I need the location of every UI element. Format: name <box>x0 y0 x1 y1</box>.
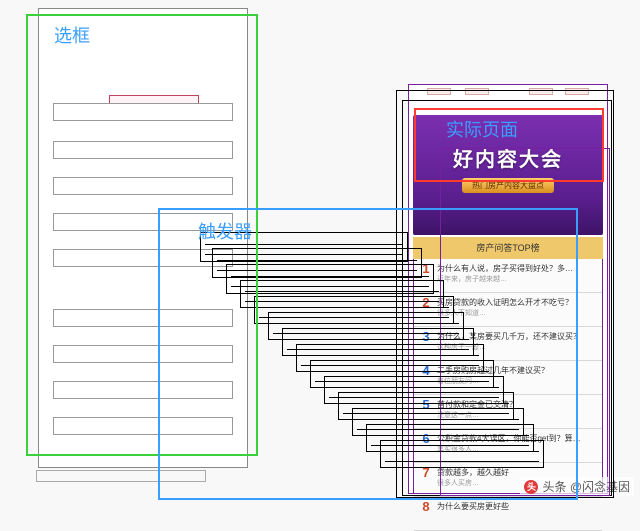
rank-list-item: 8为什么要买房更好些 <box>414 497 602 531</box>
rank-number: 8 <box>419 501 433 512</box>
annotation-label: 选框 <box>54 22 90 48</box>
annotation-label: 实际页面 <box>446 116 518 142</box>
rank-item-text: 为什么要买房更好些 <box>433 501 597 512</box>
annotation-label: 触发器 <box>198 218 252 244</box>
annotation-box <box>158 208 578 500</box>
